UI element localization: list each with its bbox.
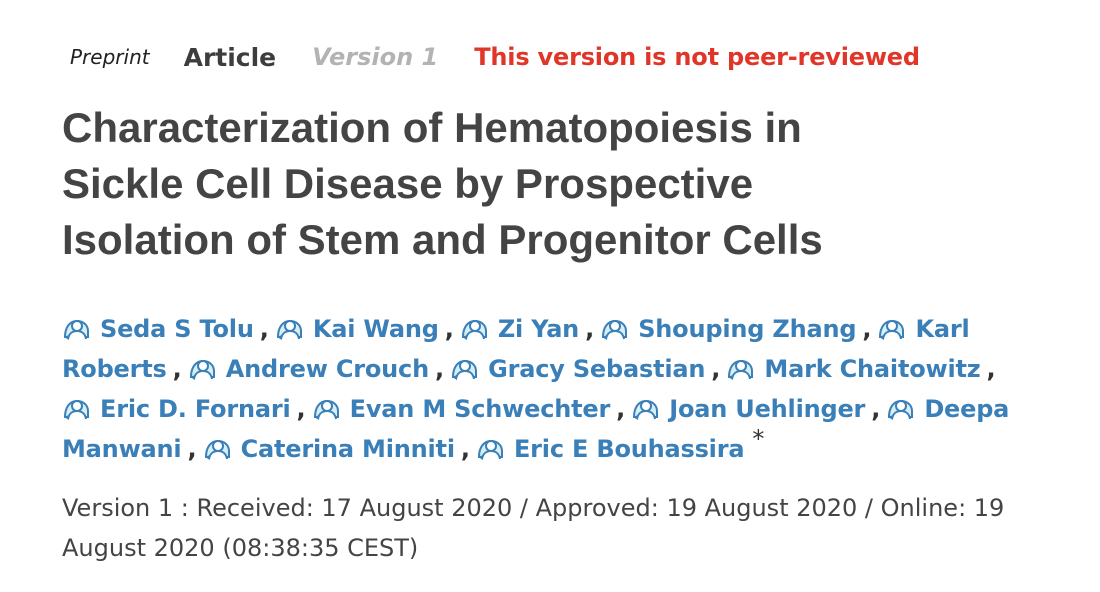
orcid-person-icon[interactable] [460,315,490,341]
author-link[interactable]: Joan Uehlinger [669,395,866,423]
version-dates: Version 1 : Received: 17 August 2020 / A… [62,488,1022,568]
author-link[interactable]: Deepa [924,395,1010,423]
author-link[interactable]: Caterina Minniti [240,435,455,463]
author-separator: , [460,435,470,463]
author-link[interactable]: Manwani [62,435,182,463]
author-joan-uehlinger: Joan Uehlinger [631,395,865,423]
author-link[interactable]: Roberts [62,355,167,383]
author-separator: , [187,435,197,463]
orcid-person-icon[interactable] [62,395,92,421]
author-separator: , [444,315,454,343]
author-link[interactable]: Mark Chaitowitz [764,355,981,383]
author-separator: , [616,395,626,423]
author-link[interactable]: Evan M Schwechter [349,395,611,423]
orcid-person-icon[interactable] [877,315,907,341]
author-separator: , [296,395,306,423]
orcid-person-icon[interactable] [476,435,506,461]
author-separator: , [862,315,872,343]
orcid-person-icon[interactable] [600,315,630,341]
author-separator: , [434,355,445,383]
orcid-person-icon[interactable] [203,435,233,461]
author-separator: , [986,355,996,383]
author-line: Eric D. Fornari, Evan M Schwechter, Joan U… [62,389,1062,429]
author-link[interactable]: Andrew Crouch [225,355,429,383]
author-eric-d-fornari: Eric D. Fornari [62,395,291,423]
author-separator: , [172,355,182,383]
author-mark-chaitowitz: Mark Chaitowitz [726,355,981,383]
author-gracy-sebastian: Gracy Sebastian [450,355,705,383]
author-link[interactable]: Zi Yan [497,315,580,343]
article-type-label: Article [183,42,277,72]
author-shouping-zhang: Shouping Zhang [600,315,857,343]
author-eric-e-bouhassira: Eric E Bouhassira [476,435,745,463]
orcid-person-icon[interactable] [312,395,342,421]
author-seda-s-tolu: Seda S Tolu [62,315,254,343]
author-link[interactable]: Gracy Sebastian [488,355,706,383]
dates-line: August 2020 (08:38:35 CEST) [62,534,419,562]
author-separator: , [259,315,269,343]
author-line: Roberts, Andrew Crouch, Gracy Sebastian, Ma… [62,349,1062,389]
dates-line: Version 1 : Received: 17 August 2020 / A… [62,494,1005,522]
orcid-person-icon[interactable] [450,355,480,381]
author-link[interactable]: Kai Wang [312,315,439,343]
orcid-person-icon[interactable] [275,315,305,341]
title-line: Sickle Cell Disease by Prospective [62,160,754,207]
orcid-person-icon[interactable] [62,315,92,341]
page-header-cutoff [62,0,302,6]
author-line: Seda S Tolu, Kai Wang, Zi Yan, Shouping Zha… [62,309,1062,349]
peer-review-status: This version is not peer-reviewed [474,43,920,71]
author-link[interactable]: Eric E Bouhassira [513,435,745,463]
author-link[interactable]: Seda S Tolu [100,315,254,343]
author-karl-roberts: Karl [877,315,970,343]
author-list: Seda S Tolu, Kai Wang, Zi Yan, Shouping Zha… [62,309,1062,469]
author-andrew-crouch: Andrew Crouch [188,355,429,383]
author-zi-yan: Zi Yan [460,315,579,343]
orcid-person-icon[interactable] [886,395,916,421]
orcid-person-icon[interactable] [726,355,756,381]
orcid-person-icon[interactable] [188,355,218,381]
preprint-label: Preprint [70,45,150,69]
article-meta-row: Preprint Article Version 1 This version … [70,40,920,74]
author-separator: , [585,315,595,343]
author-link[interactable]: Shouping Zhang [638,315,857,343]
author-link[interactable]: Eric D. Fornari [100,395,291,423]
corresponding-author-marker: * [752,425,765,453]
author-evan-m-schwechter: Evan M Schwechter [312,395,610,423]
title-line: Isolation of Stem and Progenitor Cells [62,216,823,263]
author-separator: , [711,355,721,383]
version-label: Version 1 [312,43,439,71]
orcid-person-icon[interactable] [631,395,661,421]
author-line: Manwani, Caterina Minniti, Eric E Bouhassi… [62,425,1062,469]
author-caterina-minniti: Caterina Minniti [203,435,455,463]
author-kai-wang: Kai Wang [275,315,439,343]
author-link[interactable]: Karl [915,315,970,343]
author-deepa-manwani: Deepa [886,395,1009,423]
author-separator: , [871,395,881,423]
article-title: Characterization of Hematopoiesis in Sic… [62,100,942,268]
title-line: Characterization of Hematopoiesis in [62,104,802,151]
